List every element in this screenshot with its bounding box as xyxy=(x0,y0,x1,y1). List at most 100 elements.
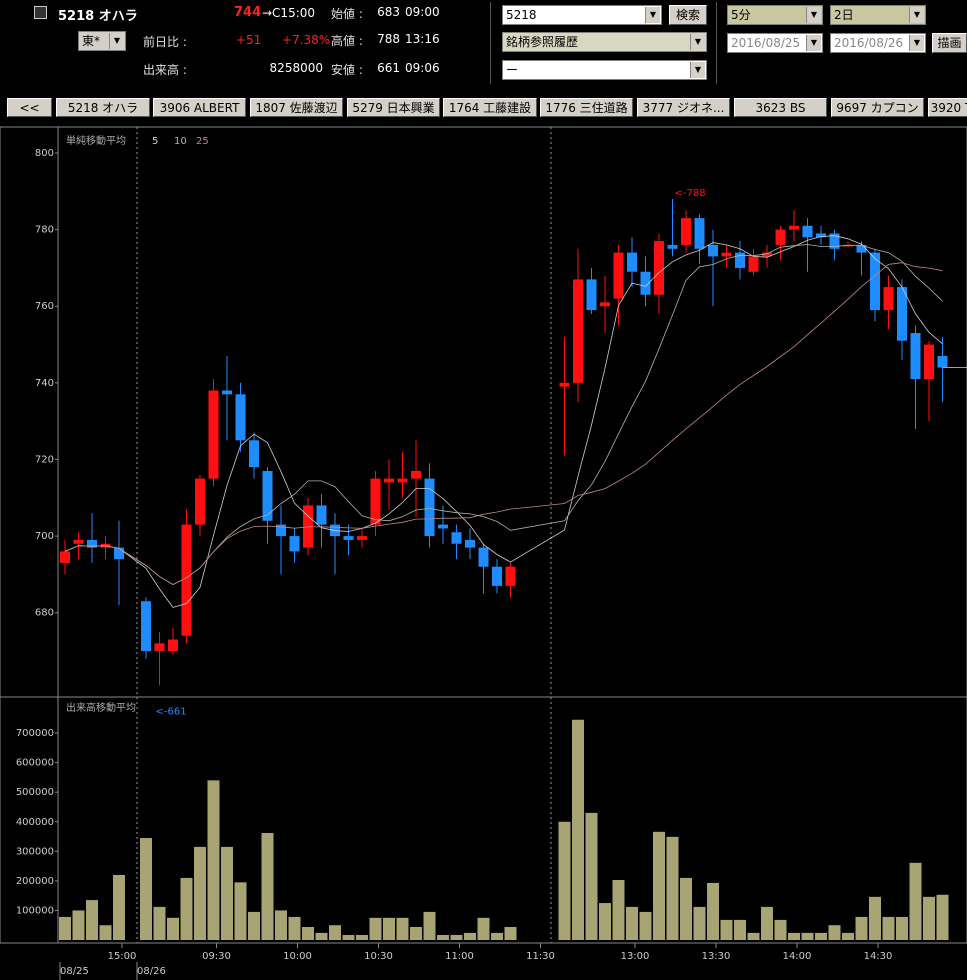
candle-body xyxy=(681,218,691,245)
volume: 8258000 xyxy=(269,61,323,75)
tab[interactable]: 3920 T xyxy=(928,98,967,117)
volume-bar xyxy=(140,838,152,940)
legend-entry: 10 xyxy=(174,136,187,147)
y-tick-label: 200000 xyxy=(16,876,54,887)
y-tick-label: 400000 xyxy=(16,817,54,828)
high-time: 13:16 xyxy=(405,32,440,46)
tab[interactable]: << xyxy=(7,98,52,117)
volume-bar xyxy=(693,906,706,940)
open-label: 始値 : xyxy=(331,7,363,21)
change-label: 前日比 : xyxy=(143,35,187,49)
candle-body xyxy=(73,539,84,544)
volume-bar xyxy=(59,916,71,940)
volume-bar xyxy=(167,917,179,940)
candle-body xyxy=(235,394,246,441)
market: 東* xyxy=(82,34,101,48)
date-from[interactable]: 2016/08/25 ▼ xyxy=(727,33,823,53)
tab[interactable]: 5279 日本興業 xyxy=(347,98,440,117)
x-tick-label: 09:30 xyxy=(202,951,231,962)
y-tick-label: 100000 xyxy=(16,905,54,916)
dropdown-arrow: ▼ xyxy=(806,35,821,51)
candle-body xyxy=(667,244,678,249)
candle-body xyxy=(735,252,745,268)
candle-body xyxy=(775,229,786,245)
tab[interactable]: 1764 工藤建設 xyxy=(443,98,537,117)
candle-body xyxy=(748,256,759,272)
volume-bar xyxy=(828,925,841,940)
interval-select[interactable]: 5分 ▼ xyxy=(727,5,823,25)
volume-bar xyxy=(423,911,436,940)
history-select[interactable]: 銘柄参照履歴 ▼ xyxy=(502,32,707,52)
high-annotation: <-788 xyxy=(675,188,706,199)
volume-bar xyxy=(450,934,463,940)
volume-bar xyxy=(180,877,193,940)
market-select[interactable]: 東* ▼ xyxy=(78,31,126,51)
sub-text: ー xyxy=(506,63,519,77)
volume-bar xyxy=(504,926,517,940)
dropdown-arrow: ▼ xyxy=(806,7,821,23)
tab[interactable]: 3623 BS xyxy=(734,98,827,117)
candle-body xyxy=(640,271,651,295)
volume-bar xyxy=(464,932,476,940)
volume-bar xyxy=(302,926,314,940)
tab[interactable]: 5218 オハラ xyxy=(56,98,150,117)
y-tick-label: 680 xyxy=(35,608,54,619)
separator xyxy=(716,2,717,84)
tab[interactable]: 9697 カプコン xyxy=(831,98,924,117)
volume-bar xyxy=(234,882,247,940)
interval-text: 5分 xyxy=(731,8,751,22)
volume-bar xyxy=(383,917,395,940)
volume-bar xyxy=(666,836,679,940)
x-tick-label: 11:30 xyxy=(526,951,555,962)
open-time: 09:00 xyxy=(405,5,440,19)
span-select[interactable]: 2日 ▼ xyxy=(830,5,926,25)
candle-body xyxy=(249,440,259,468)
moving-average xyxy=(64,262,943,585)
volume-bar xyxy=(734,919,746,940)
draw-button[interactable]: 描画 xyxy=(932,33,967,53)
volume-bar xyxy=(248,911,260,940)
volume-bar xyxy=(153,906,166,940)
icon[interactable] xyxy=(34,6,47,19)
x-tick-label: 11:00 xyxy=(445,951,474,962)
candle-body xyxy=(87,539,97,548)
volume-bar xyxy=(788,932,800,940)
dropdown-arrow: ▼ xyxy=(690,34,705,50)
y-tick-label: 760 xyxy=(35,301,54,312)
date-from-text: 2016/08/25 xyxy=(731,36,801,50)
volume-bar xyxy=(207,780,220,940)
tab[interactable]: 3906 ALBERT xyxy=(153,98,246,117)
volume-bar xyxy=(356,934,368,940)
x-tick-label: 13:00 xyxy=(621,951,650,962)
tab[interactable]: 1776 三住道路 xyxy=(540,98,633,117)
chart-title: 出来高移動平均 xyxy=(66,701,136,714)
volume-bar xyxy=(288,916,301,940)
span-text: 2日 xyxy=(834,8,854,22)
volume-bar xyxy=(221,846,233,940)
candle-body xyxy=(424,478,435,537)
x-tick-label: 10:30 xyxy=(364,951,393,962)
candle-body xyxy=(370,478,381,525)
date-to[interactable]: 2016/08/26 ▼ xyxy=(830,33,926,53)
volume-bar xyxy=(896,916,908,940)
volume-bar xyxy=(410,926,422,940)
dropdown-arrow: ▼ xyxy=(109,33,124,49)
close-time: →C15:00 xyxy=(262,6,316,20)
candle-body xyxy=(937,356,948,368)
x-tick-label: 10:00 xyxy=(283,951,312,962)
volume-bar xyxy=(342,934,355,940)
candle-body xyxy=(802,225,813,238)
tab[interactable]: 3777 ジオネ... xyxy=(637,98,730,117)
search-input[interactable]: 5218 ▼ xyxy=(502,5,662,25)
candle-body xyxy=(694,218,705,249)
volume-bar xyxy=(261,832,274,940)
code-name: 5218 オハラ xyxy=(58,9,138,24)
tab[interactable]: 1807 佐藤渡辺 xyxy=(250,98,343,117)
y-tick-label: 500000 xyxy=(16,787,54,798)
search-button[interactable]: 検索 xyxy=(669,5,707,25)
candle-body xyxy=(154,643,165,652)
candle-body xyxy=(276,524,286,537)
search-text: 5218 xyxy=(506,8,537,22)
sub-select[interactable]: ー ▼ xyxy=(502,60,707,80)
volume-bar xyxy=(801,932,814,940)
